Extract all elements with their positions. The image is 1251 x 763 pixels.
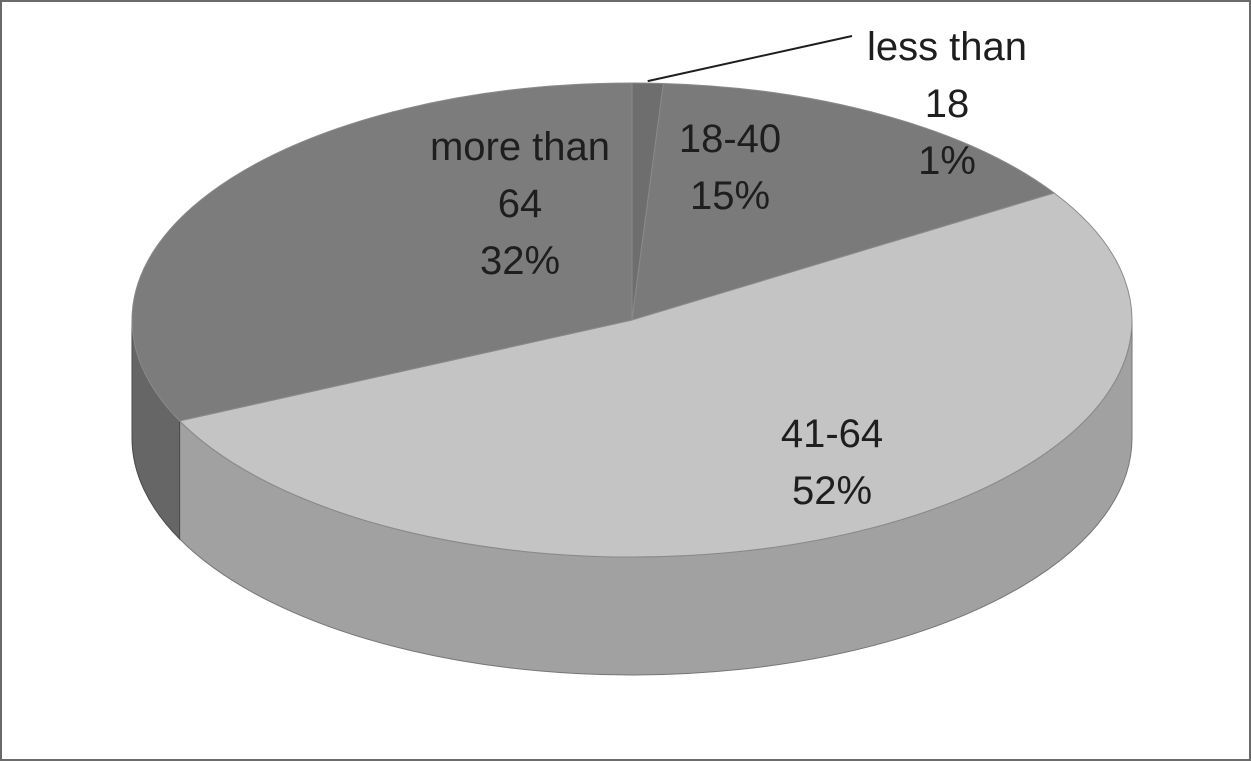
leader-line-0 (647, 35, 853, 83)
pie-slice-1 (631, 82, 1056, 321)
pie-top (131, 82, 1133, 558)
data-label-category-0: 18 (925, 82, 970, 126)
data-label-category-3: 64 (498, 182, 543, 226)
data-label-category-2: 41-64 (781, 412, 883, 456)
data-label-value-3: 32% (480, 239, 560, 283)
data-label-value-2: 52% (792, 469, 872, 513)
pie-slice-3 (131, 82, 633, 422)
data-label-category-1: 18-40 (679, 117, 781, 161)
data-label-value-1: 15% (690, 174, 770, 218)
data-label-category-3: more than (430, 125, 610, 169)
pie-labels: less than 18 1% 18-40 15% 41-64 52% more than 64… (430, 25, 1027, 513)
data-label-category-0: less than (867, 25, 1027, 69)
data-label-value-0: 1% (918, 139, 976, 183)
pie-slice-2 (178, 192, 1133, 558)
